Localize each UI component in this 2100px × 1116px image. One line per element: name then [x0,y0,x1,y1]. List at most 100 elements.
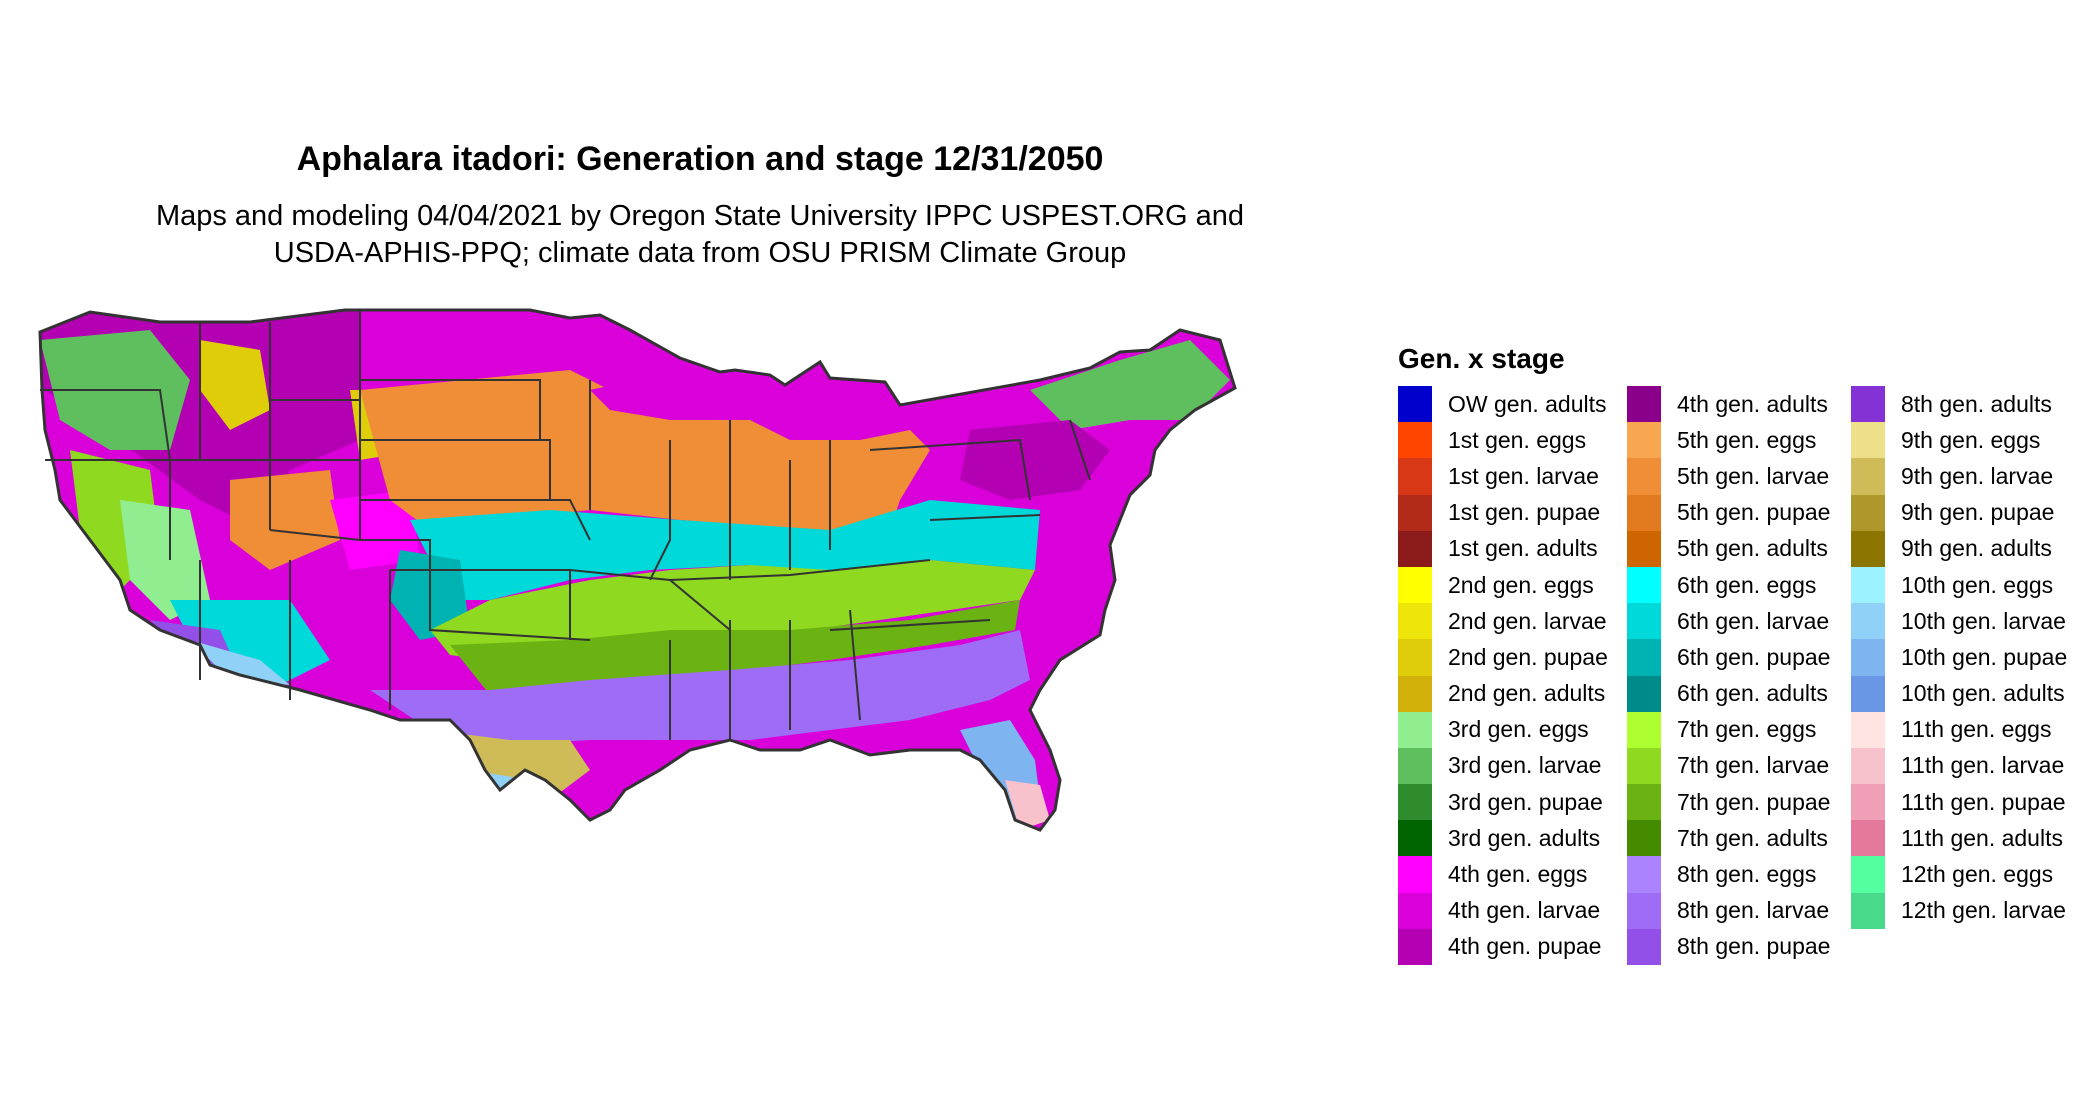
legend-item: 4th gen. adults [1627,386,1830,423]
legend-label: 5th gen. larvae [1677,462,1830,489]
legend-label: 9th gen. adults [1901,535,2052,562]
legend-swatch [1398,530,1432,567]
legend-swatch [1851,530,1885,567]
legend-item: 2nd gen. pupae [1398,639,1608,676]
legend-item: 3rd gen. eggs [1398,711,1608,748]
legend-item: 5th gen. eggs [1627,422,1830,459]
legend-item: 11th gen. pupae [1851,784,2067,821]
legend-swatch [1627,747,1661,785]
legend-swatch [1627,639,1661,676]
legend-label: 2nd gen. eggs [1448,571,1594,598]
legend-label: 11th gen. eggs [1901,716,2052,743]
legend-label: 10th gen. eggs [1901,571,2054,598]
legend-item: 6th gen. pupae [1627,639,1831,676]
legend-label: 6th gen. eggs [1677,571,1817,598]
legend-item: 7th gen. eggs [1627,711,1830,748]
legend-item: 10th gen. larvae [1851,603,2067,640]
us-generation-map [38,308,1237,832]
legend-swatch [1851,639,1885,676]
legend-swatch [1851,892,1885,929]
legend-swatch [1627,386,1661,423]
legend-label: 2nd gen. larvae [1448,607,1607,634]
legend-label: 6th gen. pupae [1677,643,1831,670]
legend-label: 3rd gen. larvae [1448,752,1602,779]
legend-swatch [1851,747,1885,785]
legend-item: 9th gen. larvae [1851,458,2067,495]
map-title: Aphalara itadori: Generation and stage 1… [296,140,1104,178]
legend-swatch [1398,386,1432,423]
legend-label: 8th gen. larvae [1677,897,1830,924]
legend-swatch [1627,784,1661,821]
legend-label: 9th gen. eggs [1901,426,2041,453]
legend-swatch [1851,856,1885,893]
legend-label: 5th gen. pupae [1677,499,1831,526]
legend-item: 1st gen. adults [1398,530,1608,567]
legend-item: 8th gen. eggs [1627,856,1830,893]
legend-label: 11th gen. larvae [1901,752,2065,779]
legend-swatch [1627,820,1661,857]
legend-item: 8th gen. larvae [1627,892,1830,929]
legend-label: 5th gen. eggs [1677,426,1817,453]
legend-item: 4th gen. larvae [1398,892,1608,929]
legend-label: 4th gen. adults [1677,390,1828,417]
legend-swatch [1398,422,1432,459]
legend-swatch [1398,747,1432,785]
legend-label: 8th gen. eggs [1677,861,1817,888]
legend-label: 8th gen. adults [1901,390,2052,417]
legend-swatch [1851,784,1885,821]
legend-label: 8th gen. pupae [1677,933,1831,960]
legend-label: 7th gen. eggs [1677,716,1817,743]
legend-swatch [1398,494,1432,531]
legend-item: 11th gen. larvae [1851,747,2067,785]
legend-swatch [1851,386,1885,423]
legend-label: 2nd gen. adults [1448,680,1606,707]
legend-item: 10th gen. pupae [1851,639,2068,676]
legend-label: 10th gen. larvae [1901,607,2066,634]
legend-item: OW gen. adults [1398,386,1608,423]
legend-title: Gen. x stage [1398,343,1565,374]
legend-swatch [1851,494,1885,531]
legend-label: 1st gen. adults [1448,535,1598,562]
legend-item: 5th gen. larvae [1627,458,1830,495]
legend-swatch [1627,530,1661,567]
legend-swatch [1398,856,1432,893]
legend-swatch [1627,566,1661,604]
legend-item: 6th gen. adults [1627,675,1830,712]
legend-swatch [1398,711,1432,748]
legend-label: 6th gen. larvae [1677,607,1830,634]
legend-swatch [1627,856,1661,893]
legend-swatch [1851,675,1885,712]
map-subtitle-line-1: Maps and modeling 04/04/2021 by Oregon S… [155,200,1245,232]
legend-item: 8th gen. pupae [1627,928,1831,965]
legend-column-1: OW gen. adults 1st gen. eggs 1st gen. larv… [1398,386,1608,965]
legend-swatch [1398,603,1432,640]
legend-label: 1st gen. pupae [1448,499,1601,526]
legend-label: 1st gen. larvae [1448,462,1599,489]
legend-swatch [1851,458,1885,495]
legend-swatch [1627,892,1661,929]
legend-item: 9th gen. pupae [1851,494,2067,531]
legend-item: 2nd gen. eggs [1398,566,1608,604]
legend-item: 6th gen. eggs [1627,566,1830,604]
legend-swatch [1398,928,1432,965]
legend-item: 3rd gen. pupae [1398,784,1608,821]
legend-label: 12th gen. larvae [1901,897,2066,924]
legend-swatch [1627,675,1661,712]
legend-label: 7th gen. pupae [1677,788,1831,815]
legend-swatch [1398,639,1432,676]
legend-label: OW gen. adults [1448,390,1607,417]
legend-label: 10th gen. pupae [1901,643,2068,670]
legend-label: 1st gen. eggs [1448,426,1587,453]
legend-label: 11th gen. pupae [1901,788,2066,815]
legend-column-3: 8th gen. adults 9th gen. eggs 9th gen. lar… [1851,386,2067,929]
legend-item: 7th gen. adults [1627,820,1830,857]
legend-swatch [1851,820,1885,857]
legend-swatch [1627,422,1661,459]
legend-swatch [1851,603,1885,640]
legend-swatch [1627,494,1661,531]
legend-item: 3rd gen. larvae [1398,747,1608,785]
legend-label: 5th gen. adults [1677,535,1828,562]
legend-item: 2nd gen. larvae [1398,603,1608,640]
legend-item: 5th gen. pupae [1627,494,1831,531]
legend-column-2: 4th gen. adults 5th gen. eggs 5th gen. lar… [1627,386,1830,965]
